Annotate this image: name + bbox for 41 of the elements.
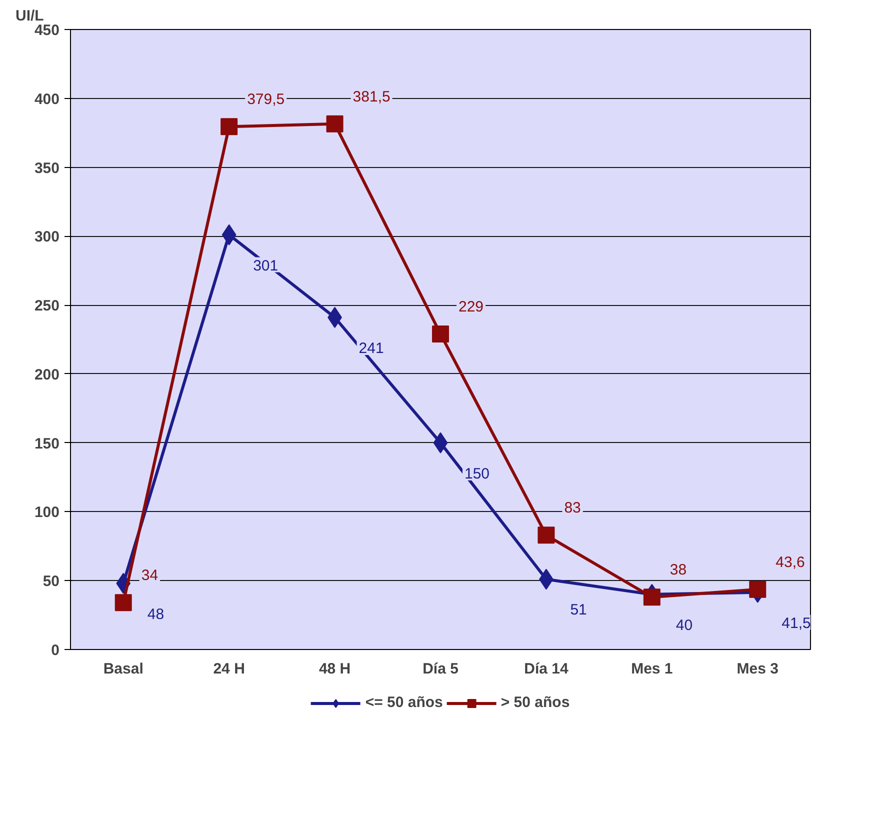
data-label: 34 <box>141 567 158 584</box>
point <box>114 594 132 612</box>
x-tick-label: Día 5 <box>422 660 458 678</box>
data-label: 51 <box>570 602 587 619</box>
data-label: 150 <box>464 465 490 482</box>
data-label: 43,6 <box>776 554 805 571</box>
data-label: 229 <box>458 298 484 316</box>
data-label: 40 <box>676 616 693 634</box>
x-tick-label: Mes 3 <box>736 660 778 678</box>
point <box>643 588 660 606</box>
x-tick-label: Mes 1 <box>631 660 673 678</box>
point <box>432 325 449 342</box>
y-tick-label: 450 <box>34 22 60 39</box>
y-tick-label: 300 <box>34 228 60 246</box>
x-tick-label: Basal <box>103 660 144 678</box>
x-tick-label: Día 14 <box>524 660 569 678</box>
y-tick-label: 350 <box>34 160 60 177</box>
y-axis-title: UI/L <box>16 8 44 24</box>
y-tick-label: 0 <box>51 642 60 659</box>
y-tick-label: 200 <box>34 366 60 384</box>
y-tick-label: 50 <box>42 573 60 590</box>
legend-label: > 50 años <box>500 694 570 711</box>
data-label: 379,5 <box>247 91 285 108</box>
y-tick-label: 400 <box>34 90 60 108</box>
point <box>326 115 344 132</box>
data-label: 83 <box>564 500 581 517</box>
x-tick-label: 24 H <box>213 660 245 678</box>
data-label: 48 <box>147 606 164 623</box>
y-tick-label: 250 <box>34 298 60 315</box>
y-tick-label: 100 <box>34 504 60 522</box>
point <box>538 526 555 544</box>
legend-label: <= 50 años <box>365 694 443 711</box>
point <box>749 580 766 598</box>
data-label: 38 <box>670 562 687 579</box>
data-label: 381,5 <box>352 88 390 106</box>
point <box>220 118 238 136</box>
y-tick-label: 150 <box>34 435 60 452</box>
data-label: 241 <box>358 340 384 357</box>
data-label: 301 <box>253 257 278 274</box>
x-tick-label: 48 H <box>318 660 351 678</box>
data-label: 41,5 <box>782 614 811 632</box>
